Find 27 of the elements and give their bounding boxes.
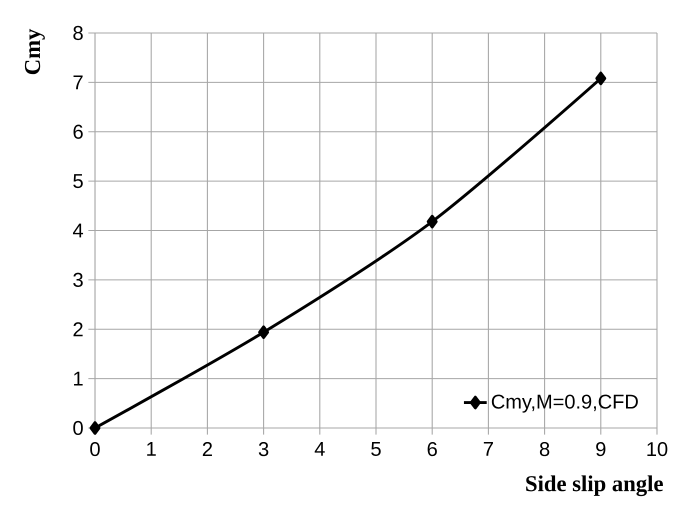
y-tick-label: 5 [73,174,83,188]
legend-label: Cmy,M=0.9,CFD [492,394,638,413]
x-tick-label: 2 [202,442,212,456]
x-tick-label: 4 [314,442,325,456]
x-tick-label: 8 [540,442,550,456]
point [426,214,438,228]
x-tick-label: 6 [428,442,437,456]
x-tick-label: 9 [596,442,606,456]
x-axis-title: Side slip angle [526,475,663,496]
point [90,421,100,435]
y-tick-label: 3 [73,272,83,287]
point [258,325,270,340]
x-tick-label: 5 [371,442,381,456]
x-tick-label: 3 [258,442,268,456]
point [595,72,606,86]
y-tick-label: 0 [73,420,83,436]
y-tick-label: 8 [73,26,83,40]
y-tick-label: 2 [74,322,83,336]
y-tick-label: 6 [74,124,83,139]
x-tick-label: 7 [484,442,493,456]
y-tick-label: 4 [72,224,84,238]
y-tick-label: 1 [74,372,83,386]
x-tick-label: 10 [647,442,668,456]
y-axis-title: Cmy [24,28,45,74]
x-tick-label: 0 [90,442,100,456]
x-tick-label: 1 [147,442,156,456]
y-tick-label: 7 [74,76,83,90]
